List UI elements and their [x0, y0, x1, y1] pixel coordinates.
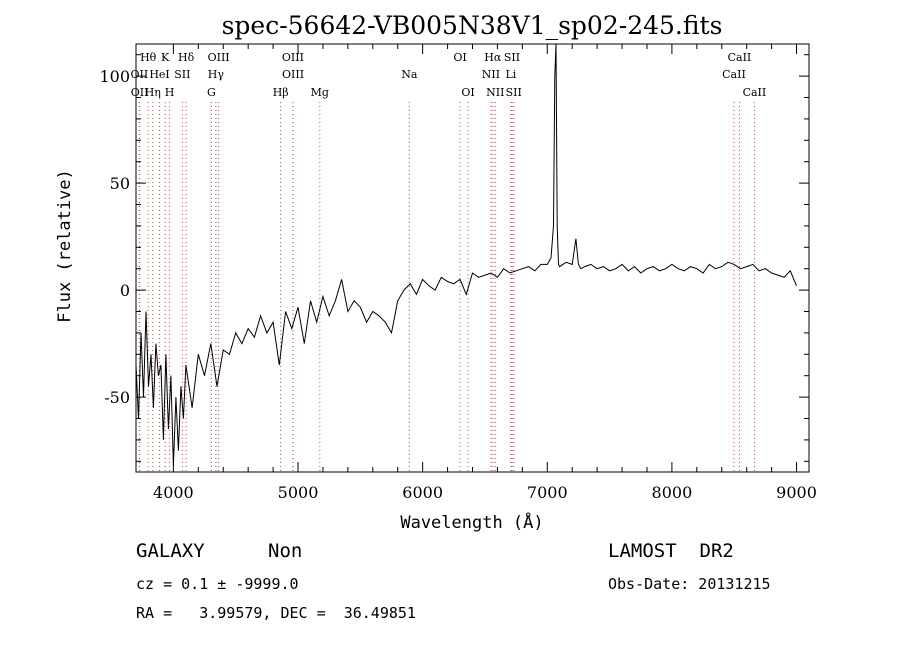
- line-label-0: Hθ: [140, 51, 157, 64]
- line-label-26: CaII: [722, 68, 746, 81]
- x-tick-label-2: 6000: [402, 483, 443, 502]
- y-axis-label: Flux (relative): [55, 169, 75, 323]
- x-axis-label: Wavelength (Å): [400, 511, 543, 533]
- line-label-18: OI: [461, 86, 474, 99]
- line-label-20: SII: [504, 51, 520, 64]
- line-label-23: NII: [486, 86, 504, 99]
- line-label-27: CaII: [743, 86, 767, 99]
- redshift-line: cz = 0.1 ± -9999.0: [136, 575, 299, 593]
- spectrum-series-0: [135, 43, 797, 466]
- line-label-10: Hγ: [208, 68, 225, 81]
- line-label-9: OIII: [208, 51, 230, 64]
- line-label-2: OII: [131, 86, 149, 99]
- x-tick-label-1: 5000: [278, 483, 319, 502]
- subclass-label: Non: [268, 540, 303, 562]
- line-label-4: K: [161, 51, 170, 64]
- chart-title: spec-56642-VB005N38V1_sp02-245.fits: [222, 11, 723, 40]
- y-tick-label-2: 50: [110, 174, 130, 193]
- line-label-13: OIII: [282, 68, 304, 81]
- line-label-22: Li: [505, 68, 516, 81]
- line-label-6: H: [165, 86, 175, 99]
- line-label-8: Hδ: [178, 51, 195, 64]
- line-label-15: Mg: [311, 86, 329, 99]
- line-label-25: CaII: [728, 51, 752, 64]
- line-label-7: SII: [174, 68, 190, 81]
- y-tick-label-0: -50: [104, 388, 130, 407]
- line-label-16: Na: [401, 68, 418, 81]
- x-tick-label-3: 7000: [527, 483, 568, 502]
- survey-label: LAMOST DR2: [608, 540, 734, 562]
- plot-frame: [135, 43, 810, 473]
- x-tick-label-5: 9000: [776, 483, 817, 502]
- y-tick-label-3: 100: [99, 67, 130, 86]
- line-label-14: Hβ: [273, 86, 289, 99]
- line-label-21: NII: [482, 68, 500, 81]
- coordinates-line: RA = 3.99579, DEC = 36.49851: [136, 604, 416, 622]
- line-label-1: OII: [131, 68, 149, 81]
- series-layer: [135, 43, 797, 466]
- x-tick-label-4: 8000: [652, 483, 693, 502]
- y-tick-label-1: 0: [120, 281, 130, 300]
- x-tick-label-0: 4000: [153, 483, 194, 502]
- line-label-11: G: [207, 86, 216, 99]
- line-label-5: HeI: [149, 68, 169, 81]
- line-label-3: Hη: [145, 86, 161, 99]
- line-label-24: SII: [506, 86, 522, 99]
- obs-date: Obs-Date: 20131215: [608, 575, 771, 593]
- line-label-12: OIII: [282, 51, 304, 64]
- axes: 4000 5000 6000 7000 8000 9000 -50 0 50 100: [99, 44, 817, 502]
- line-label-17: OI: [453, 51, 466, 64]
- line-label-19: Hα: [484, 51, 502, 64]
- class-label: GALAXY: [136, 540, 205, 562]
